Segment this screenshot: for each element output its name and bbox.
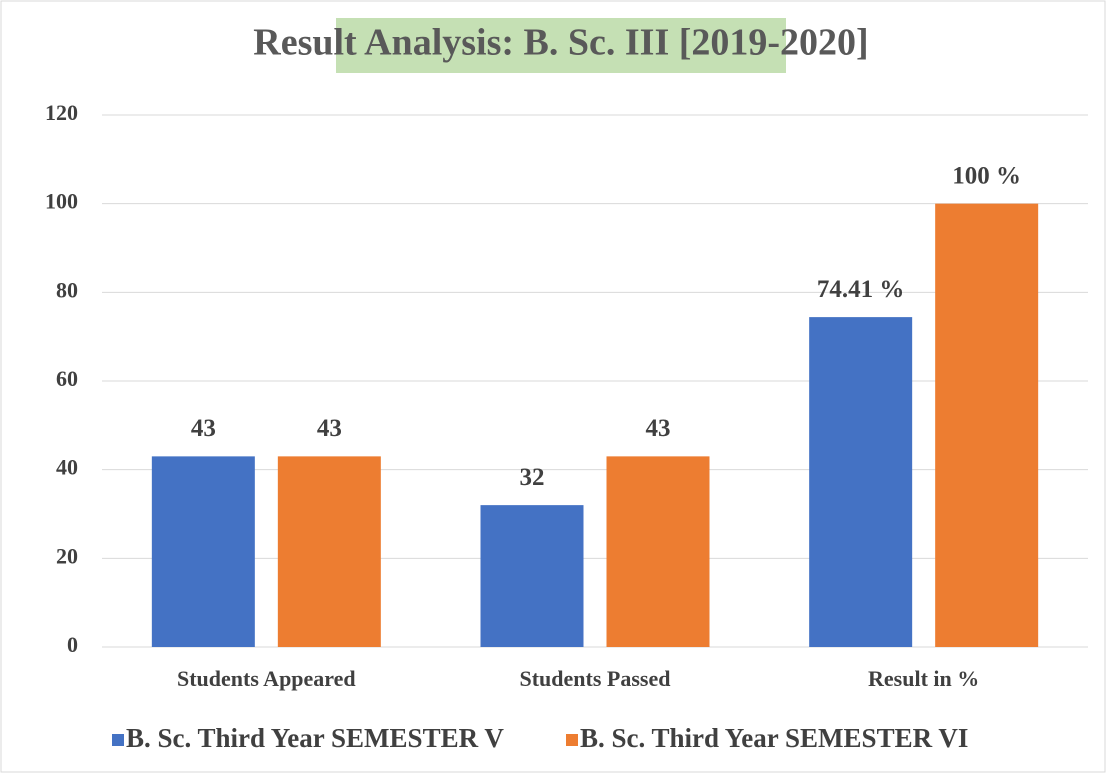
- y-tick-label: 120: [45, 100, 78, 125]
- x-tick-label: Students Passed: [520, 666, 671, 691]
- y-tick-label: 60: [56, 366, 78, 391]
- bar: [480, 505, 584, 647]
- chart-title: Result Analysis: B. Sc. III [2019-2020]: [253, 22, 868, 64]
- x-tick-label: Students Appeared: [177, 666, 356, 691]
- x-tick-label: Result in %: [868, 666, 979, 691]
- legend-label: B. Sc. Third Year SEMESTER VI: [580, 723, 968, 753]
- value-label: 74.41 %: [817, 276, 905, 303]
- legend-swatch: [112, 734, 124, 746]
- value-label: 43: [317, 415, 342, 442]
- bar: [935, 203, 1039, 647]
- y-tick-label: 80: [56, 277, 78, 302]
- value-label: 43: [646, 415, 671, 442]
- y-tick-label: 20: [56, 543, 78, 568]
- y-tick-label: 100: [45, 189, 78, 214]
- y-tick-label: 40: [56, 455, 78, 480]
- title-background: [336, 18, 786, 73]
- legend-swatch: [566, 734, 578, 746]
- y-tick-label: 0: [67, 632, 78, 657]
- bar: [809, 317, 913, 647]
- bar: [277, 456, 381, 647]
- bar: [606, 456, 710, 647]
- value-label: 100 %: [952, 162, 1021, 189]
- value-label: 43: [191, 415, 216, 442]
- legend-label: B. Sc. Third Year SEMESTER V: [126, 723, 504, 753]
- bar: [151, 456, 255, 647]
- value-label: 32: [520, 464, 545, 491]
